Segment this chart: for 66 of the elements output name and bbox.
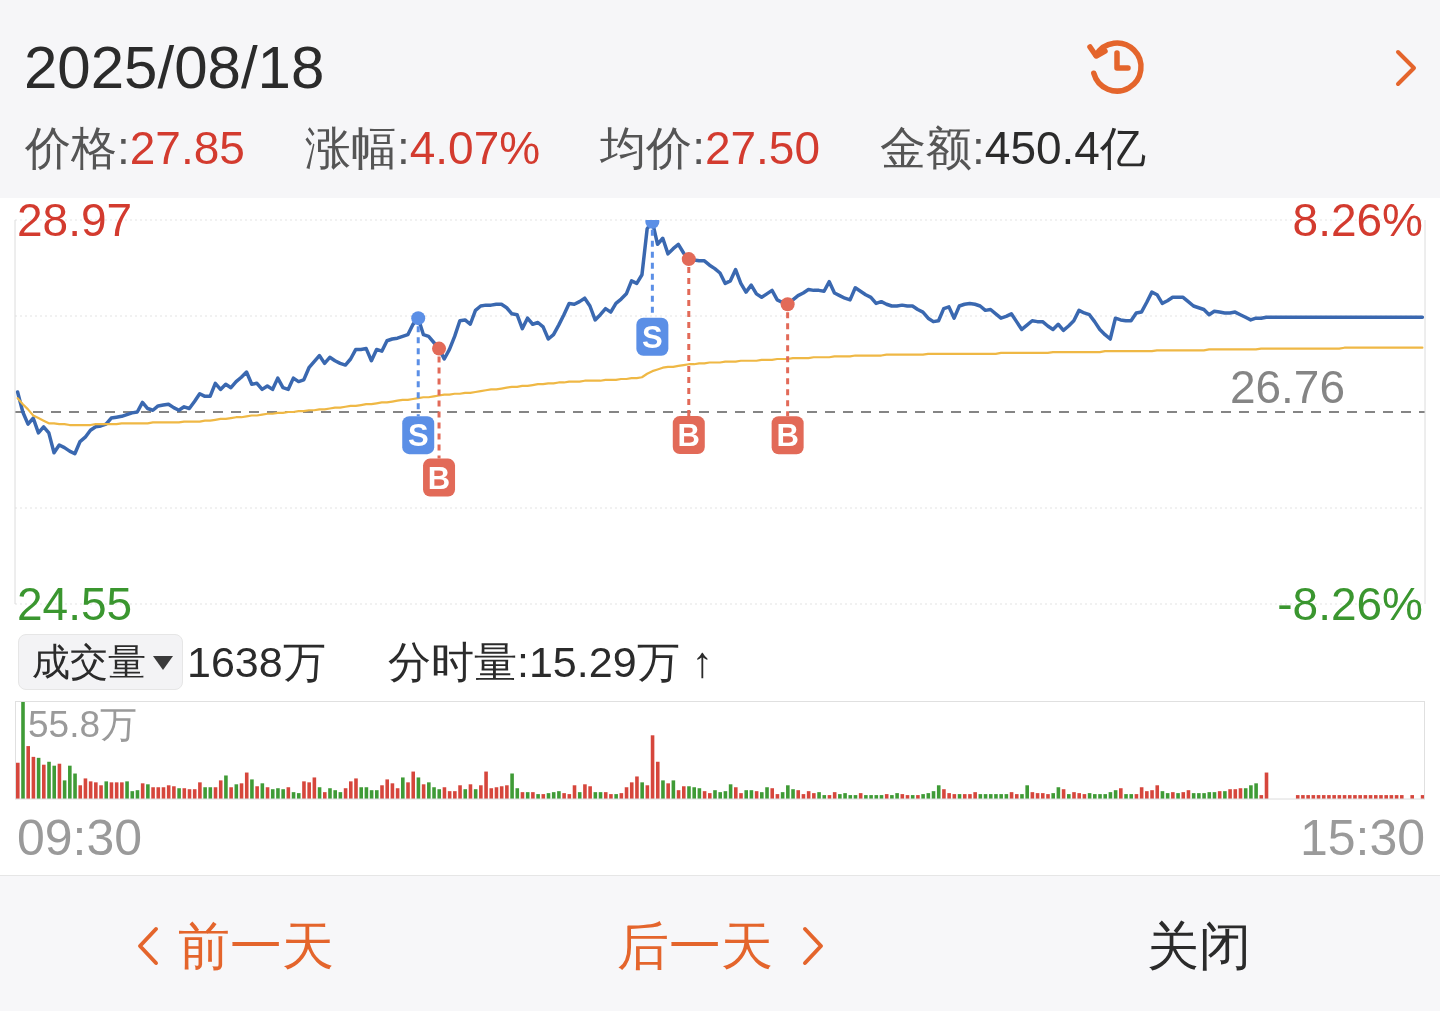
bar bbox=[182, 788, 187, 799]
bar bbox=[812, 793, 816, 799]
bar bbox=[744, 790, 749, 799]
bar bbox=[120, 782, 124, 799]
bar bbox=[16, 762, 20, 799]
text: 涨幅:4.07% bbox=[304, 122, 541, 174]
bar bbox=[1181, 792, 1186, 799]
text: 15:30 bbox=[1299, 809, 1425, 868]
bar bbox=[78, 785, 83, 799]
chart-title: 2025/08/18 bbox=[24, 33, 325, 103]
bar bbox=[1171, 792, 1175, 799]
bar bbox=[1176, 793, 1180, 799]
bar bbox=[322, 792, 327, 799]
text: 关闭 bbox=[1147, 916, 1251, 977]
annotation: 55.8万 bbox=[28, 704, 138, 745]
bar bbox=[936, 785, 941, 799]
dropdown-field: 成交量 bbox=[18, 634, 183, 690]
bar bbox=[375, 790, 379, 799]
bar bbox=[229, 787, 233, 799]
bar bbox=[770, 788, 775, 799]
text: 价格:27.85 bbox=[25, 122, 245, 174]
bar bbox=[562, 793, 566, 799]
bar bbox=[681, 786, 686, 799]
bar bbox=[1223, 791, 1227, 799]
bar bbox=[104, 781, 109, 799]
bar bbox=[244, 772, 249, 799]
bar bbox=[42, 764, 46, 799]
text: 后一天 bbox=[617, 916, 773, 977]
bar bbox=[1119, 788, 1123, 799]
y-tick-label: 24.55 bbox=[17, 578, 133, 630]
text: 均价:27.50 bbox=[600, 122, 821, 174]
bar bbox=[661, 780, 665, 799]
text: 1638万 bbox=[187, 637, 326, 688]
bar bbox=[296, 793, 301, 799]
text: 金额:450.4亿 bbox=[880, 122, 1146, 174]
text: 分时量:15.29万 ↑ bbox=[388, 637, 713, 688]
text: S bbox=[407, 418, 429, 454]
y-tick-label: 28.97 bbox=[17, 194, 133, 246]
bar bbox=[401, 777, 405, 799]
bar bbox=[21, 701, 25, 799]
bar bbox=[26, 746, 31, 799]
bar bbox=[146, 784, 150, 799]
bar bbox=[666, 783, 670, 799]
bar bbox=[172, 786, 176, 799]
bar bbox=[1051, 793, 1055, 799]
ref-line-label: 26.76 bbox=[1229, 361, 1345, 413]
text: 前一天 bbox=[178, 916, 334, 977]
bar bbox=[218, 780, 223, 799]
bar bbox=[463, 789, 468, 799]
bar bbox=[177, 788, 181, 799]
bar bbox=[655, 761, 660, 799]
bar bbox=[224, 775, 228, 799]
text: 09:30 bbox=[17, 809, 143, 868]
text: S bbox=[642, 319, 663, 355]
bar bbox=[250, 779, 254, 799]
y2-tick-label: 8.26% bbox=[1292, 194, 1423, 246]
bar bbox=[255, 786, 259, 799]
bar bbox=[707, 793, 712, 799]
bar bbox=[577, 792, 582, 799]
bar bbox=[505, 785, 509, 799]
bar bbox=[203, 787, 207, 799]
bar bbox=[359, 787, 363, 799]
bar bbox=[531, 792, 535, 799]
bar bbox=[640, 782, 644, 799]
bar bbox=[796, 790, 801, 799]
y2-tick-label: -8.26% bbox=[1277, 578, 1423, 630]
